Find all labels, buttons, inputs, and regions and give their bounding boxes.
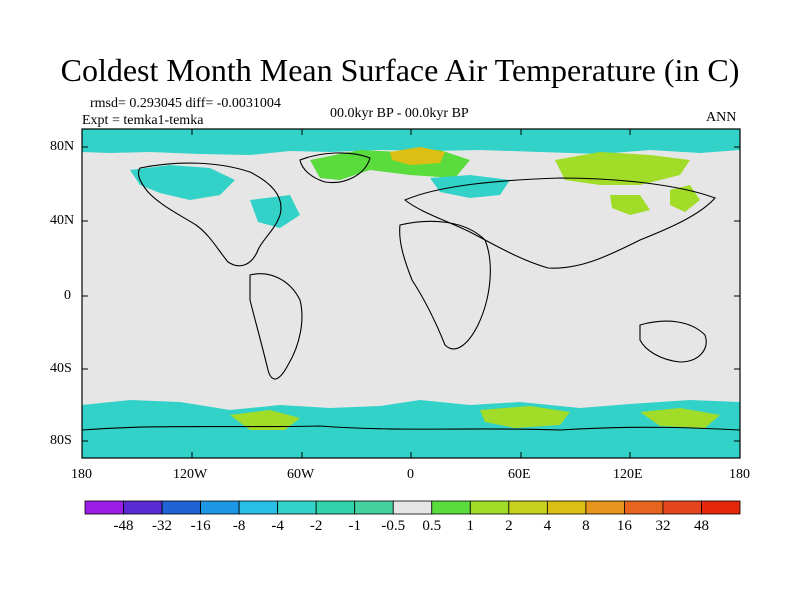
australia-outline xyxy=(639,320,707,363)
y-tick-40s: 40S xyxy=(50,361,72,376)
colorbar-label: 48 xyxy=(693,518,709,534)
colorbar-swatch xyxy=(508,500,548,515)
colorbar-swatch xyxy=(84,500,124,515)
stats-text: rmsd= 0.293045 diff= -0.0031004 xyxy=(90,96,281,111)
y-tick-80s: 80S xyxy=(50,433,72,448)
x-tick-60w: 60W xyxy=(287,467,315,482)
colorbar-label: 32 xyxy=(655,518,671,534)
y-tick-40n: 40N xyxy=(50,213,75,228)
region-east-asia xyxy=(610,195,650,215)
x-tick-180e: 180 xyxy=(729,467,750,482)
region-north-america xyxy=(130,165,235,200)
colorbar-label: -32 xyxy=(152,518,173,534)
colorbar xyxy=(84,500,741,515)
colorbar-swatch xyxy=(431,500,471,515)
colorbar-swatch xyxy=(277,500,317,515)
colorbar-swatch xyxy=(161,500,201,515)
colorbar-label: 16 xyxy=(616,518,632,534)
colorbar-swatch xyxy=(123,500,163,515)
colorbar-swatch xyxy=(354,500,394,515)
map-title: Coldest Month Mean Surface Air Temperatu… xyxy=(60,52,740,88)
colorbar-swatch xyxy=(624,500,664,515)
x-tick-120e: 120E xyxy=(613,467,643,482)
colorbar-label: -2 xyxy=(309,518,323,534)
south-america-outline xyxy=(249,273,303,380)
region-antarctic-warm-3 xyxy=(640,408,720,428)
colorbar-swatch xyxy=(392,500,433,515)
colorbar-swatch xyxy=(585,500,625,515)
x-tick-180w: 180 xyxy=(71,467,92,482)
eurasia-outline xyxy=(403,177,716,269)
colorbar-label: 8 xyxy=(582,518,590,534)
colorbar-label: -4 xyxy=(271,518,284,534)
anomaly-regions xyxy=(82,129,740,458)
colorbar-label: -48 xyxy=(113,518,134,534)
region-east-canada xyxy=(250,195,300,228)
colorbar-swatch xyxy=(469,500,510,515)
colorbar-swatch xyxy=(238,500,279,515)
experiment-text: Expt = temka1-temka xyxy=(82,113,204,128)
x-tick-60e: 60E xyxy=(508,467,531,482)
north-america-outline xyxy=(137,162,282,267)
colorbar-swatch xyxy=(315,500,356,515)
colorbar-label: -0.5 xyxy=(381,518,406,534)
region-antarctic-warm-2 xyxy=(480,406,570,428)
region-scandinavia-warm xyxy=(390,147,445,165)
period-text: 00.0kyr BP - 00.0kyr BP xyxy=(330,106,469,121)
colorbar-swatch xyxy=(546,500,587,515)
coastlines xyxy=(81,152,741,431)
x-ticks xyxy=(81,129,741,458)
y-tick-0: 0 xyxy=(64,288,71,303)
colorbar-label: 1 xyxy=(466,518,475,534)
colorbar-label: -16 xyxy=(190,518,211,534)
region-siberia xyxy=(555,152,690,185)
africa-outline xyxy=(399,220,491,350)
region-antarctic-warm-1 xyxy=(230,410,300,430)
season-text: ANN xyxy=(706,110,737,125)
colorbar-label: 2 xyxy=(505,518,513,534)
y-tick-80n: 80N xyxy=(50,139,75,154)
region-europe xyxy=(430,175,510,198)
x-tick-120w: 120W xyxy=(173,467,208,482)
colorbar-label: -8 xyxy=(232,518,246,534)
colorbar-swatch xyxy=(662,500,702,515)
antarctica-outline xyxy=(81,425,741,431)
region-arctic-band xyxy=(82,129,740,155)
colorbar-label: -1 xyxy=(348,518,361,534)
greenland-outline xyxy=(299,152,371,184)
colorbar-label: 0.5 xyxy=(422,518,442,534)
colorbar-label: 4 xyxy=(543,518,552,534)
x-tick-0: 0 xyxy=(407,467,414,482)
colorbar-swatch xyxy=(701,500,741,515)
colorbar-swatch xyxy=(200,500,240,515)
y-ticks xyxy=(82,146,740,442)
